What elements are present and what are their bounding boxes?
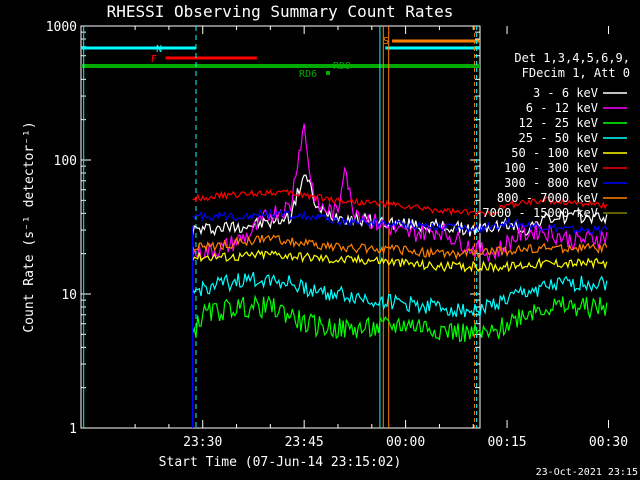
legend-label: 50 - 100 keV <box>511 146 598 160</box>
annotation-n: N <box>156 44 162 55</box>
series-line <box>192 123 608 262</box>
legend-header-line-2: FDecim 1, Att 0 <box>522 66 630 80</box>
x-tick-label: 00:00 <box>386 435 425 450</box>
x-tick-label: 00:15 <box>487 435 526 450</box>
rd6-marker <box>326 71 330 75</box>
plot-frame <box>80 25 481 429</box>
annotations: NF S RD9 RD6 <box>81 26 480 428</box>
legend-header-line-1: Det 1,3,4,5,6,9, <box>514 51 630 65</box>
legend: Det 1,3,4,5,6,9, FDecim 1, Att 0 3 - 6 k… <box>482 51 630 220</box>
y-tick-label: 100 <box>54 154 77 169</box>
annotation-f: F <box>151 54 157 65</box>
legend-label: 300 - 800 keV <box>504 176 598 190</box>
series-line <box>192 174 608 237</box>
y-axis: 1 10 100 1000 <box>46 20 480 437</box>
series-line <box>192 294 608 343</box>
series-line <box>192 234 608 261</box>
legend-label: 3 - 6 keV <box>533 86 598 100</box>
annotation-rd6: RD6 <box>299 69 317 80</box>
y-tick-label: 10 <box>61 288 77 303</box>
y-tick-label: 1000 <box>46 20 77 35</box>
series-line <box>192 249 608 274</box>
y-tick-label: 1 <box>69 422 77 437</box>
x-tick-label: 23:30 <box>183 435 222 450</box>
legend-label: 800 - 7000 keV <box>497 191 598 205</box>
series-line <box>192 271 608 318</box>
legend-label: 100 - 300 keV <box>504 161 598 175</box>
date-stamp: 23-Oct-2021 23:15 <box>536 467 638 478</box>
series-lines <box>191 123 608 428</box>
x-tick-label: 00:30 <box>589 435 628 450</box>
y-axis-label: Count Rate (s⁻¹ detector⁻¹) <box>22 121 37 332</box>
x-tick-label: 23:45 <box>285 435 324 450</box>
series-line <box>192 189 608 218</box>
series-line <box>192 209 608 236</box>
annotation-rd9: RD9 <box>333 61 351 72</box>
x-axis-label: Start Time (07-Jun-14 23:15:02) <box>159 455 402 470</box>
chart-title: RHESSI Observing Summary Count Rates <box>107 2 454 21</box>
legend-label: 12 - 25 keV <box>519 116 598 130</box>
legend-label: 7000 - 15000 keV <box>482 206 598 220</box>
legend-label: 25 - 50 keV <box>519 131 598 145</box>
annotation-s: S <box>383 36 389 47</box>
legend-label: 6 - 12 keV <box>526 101 598 115</box>
